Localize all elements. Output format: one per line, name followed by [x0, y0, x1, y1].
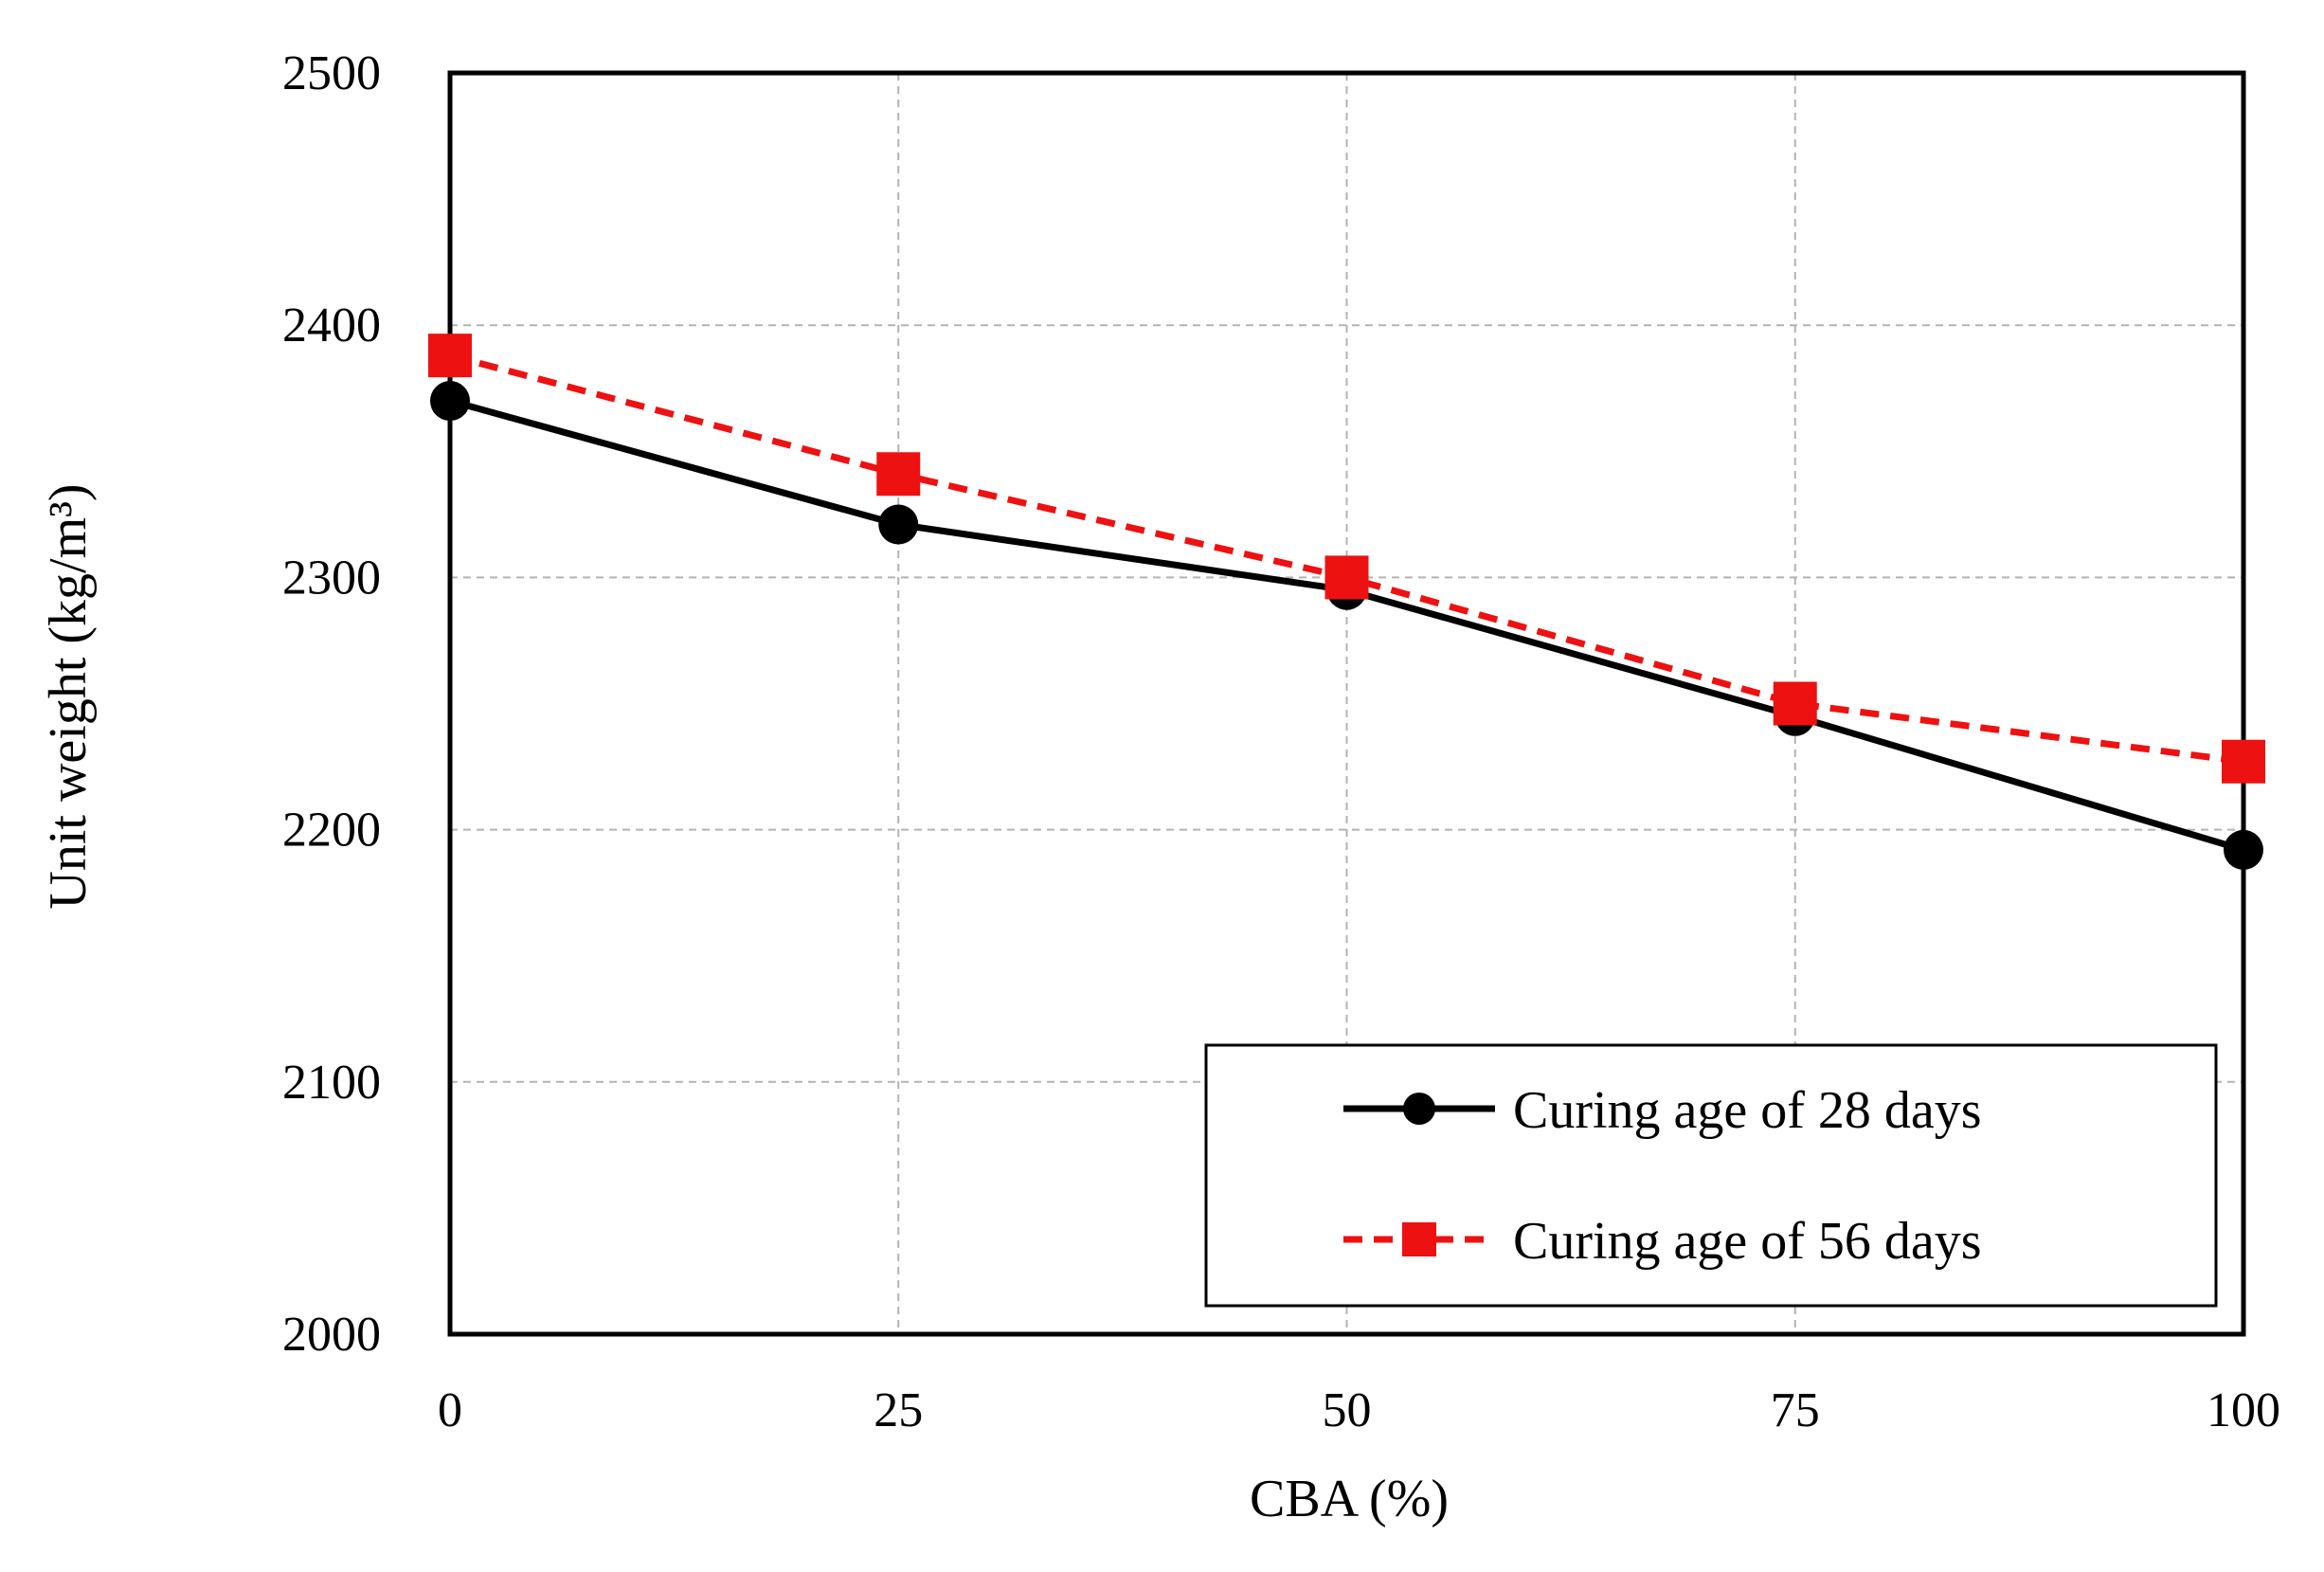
series-2	[428, 334, 2265, 784]
series-layer	[428, 334, 2265, 870]
data-point	[428, 334, 472, 378]
x-tick-label: 50	[1323, 1383, 1372, 1437]
data-point	[430, 381, 470, 422]
data-point	[2222, 739, 2265, 784]
x-axis-ticks: 0 25 50 75 100	[438, 1383, 2280, 1437]
legend: Curing age of 28 days Curing age of 56 d…	[1204, 1043, 2218, 1308]
legend-box	[1204, 1043, 2218, 1308]
legend-label-28-days: Curing age of 28 days	[1513, 1081, 1982, 1140]
data-point	[2224, 829, 2263, 870]
y-tick-label: 2400	[282, 298, 381, 352]
x-axis-title: CBA (%)	[1250, 1470, 1449, 1528]
legend-marker-56-days	[1402, 1222, 1436, 1256]
y-tick-label: 2200	[282, 804, 381, 858]
legend-marker-28-days	[1403, 1093, 1435, 1125]
data-point	[876, 452, 921, 497]
plot-area-frame	[447, 70, 2246, 1337]
y-tick-label: 2100	[282, 1056, 381, 1110]
x-tick-label: 75	[1771, 1383, 1820, 1437]
legend-label-56-days: Curing age of 56 days	[1513, 1212, 1982, 1271]
x-tick-label: 25	[874, 1383, 923, 1437]
y-tick-label: 2500	[282, 46, 381, 100]
x-tick-label: 100	[2207, 1383, 2280, 1437]
y-axis-title: Unit weight (kg/m³)	[39, 483, 98, 909]
y-tick-label: 2000	[282, 1308, 381, 1362]
data-point	[878, 504, 919, 545]
data-point	[1324, 555, 1369, 600]
x-tick-label: 0	[438, 1383, 462, 1437]
y-axis-ticks: 2000 2100 2200 2300 2400 2500	[282, 46, 381, 1362]
data-point	[1773, 681, 1817, 726]
y-tick-label: 2300	[282, 551, 381, 605]
